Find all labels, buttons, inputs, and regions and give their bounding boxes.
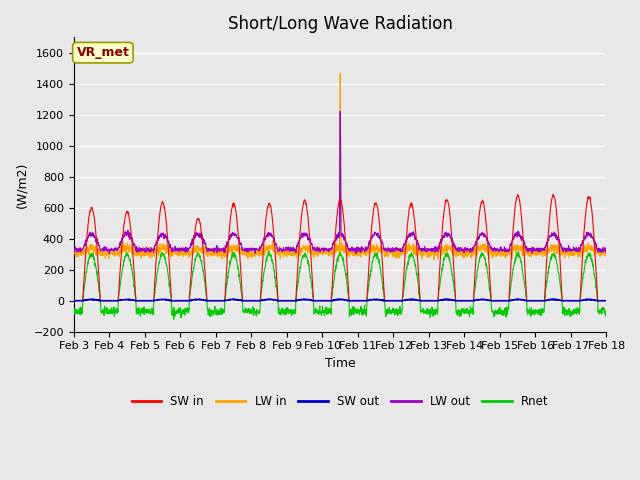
X-axis label: Time: Time <box>324 357 355 370</box>
Y-axis label: (W/m2): (W/m2) <box>15 161 28 208</box>
Text: VR_met: VR_met <box>76 46 129 59</box>
Legend: SW in, LW in, SW out, LW out, Rnet: SW in, LW in, SW out, LW out, Rnet <box>127 391 554 413</box>
Title: Short/Long Wave Radiation: Short/Long Wave Radiation <box>228 15 452 33</box>
